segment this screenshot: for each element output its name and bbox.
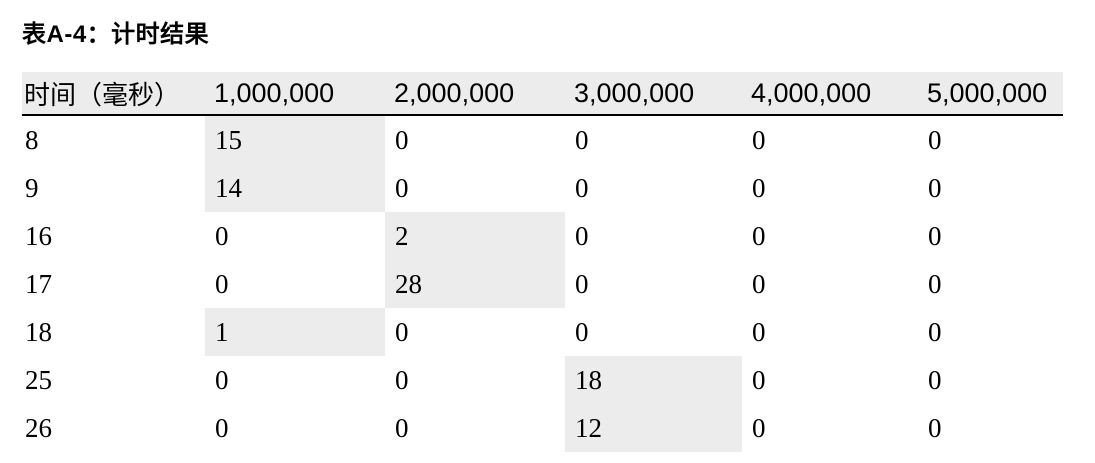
- value-cell: 0: [215, 364, 229, 395]
- value-cell: 0: [575, 220, 589, 251]
- value-cell: 0: [928, 412, 942, 443]
- table-row: 25 0 0 18 0 0: [22, 356, 1063, 404]
- value-cell: 0: [395, 124, 409, 155]
- header-row: 时间（毫秒） 1,000,000 2,000,000 3,000,000 4,0…: [22, 72, 1063, 116]
- table-row: 8 15 0 0 0 0: [22, 115, 1063, 164]
- value-cell: 0: [752, 220, 766, 251]
- value-cell: 0: [928, 220, 942, 251]
- table-row: 16 0 2 0 0 0: [22, 212, 1063, 260]
- value-cell: 0: [752, 124, 766, 155]
- column-header-3000000: 3,000,000: [565, 72, 742, 116]
- value-cell: 18: [565, 356, 742, 404]
- table-row: 26 0 0 12 0 0: [22, 404, 1063, 452]
- value-cell: 14: [205, 164, 385, 212]
- value-cell: 0: [928, 124, 942, 155]
- table-row: 17 0 28 0 0 0: [22, 260, 1063, 308]
- row-time-cell: 16: [25, 220, 52, 251]
- table-caption: 表A-4：计时结果: [22, 21, 210, 48]
- row-time-cell: 18: [25, 316, 52, 347]
- value-cell: 0: [575, 316, 589, 347]
- value-cell: 12: [565, 404, 742, 452]
- table-row: 9 14 0 0 0 0: [22, 164, 1063, 212]
- value-cell: 0: [215, 220, 229, 251]
- column-header-2000000: 2,000,000: [385, 72, 565, 116]
- value-cell: 0: [752, 412, 766, 443]
- table-body: 8 15 0 0 0 0 9 14 0 0 0 0 16 0 2 0 0 0 17 0 28 0 0 0 18 1 0 0 0 0 25 0 0…: [22, 115, 1063, 452]
- row-time-cell: 8: [25, 124, 39, 155]
- value-cell: 0: [928, 316, 942, 347]
- value-cell: 0: [395, 412, 409, 443]
- value-cell: 0: [215, 268, 229, 299]
- value-cell: 0: [752, 364, 766, 395]
- timing-results-table: 时间（毫秒） 1,000,000 2,000,000 3,000,000 4,0…: [22, 72, 1063, 452]
- value-cell: 0: [928, 268, 942, 299]
- value-cell: 15: [205, 115, 385, 164]
- row-time-cell: 9: [25, 172, 39, 203]
- column-header-5000000: 5,000,000: [918, 72, 1063, 116]
- value-cell: 0: [395, 364, 409, 395]
- row-time-cell: 25: [25, 364, 52, 395]
- table-row: 18 1 0 0 0 0: [22, 308, 1063, 356]
- value-cell: 0: [575, 124, 589, 155]
- value-cell: 0: [752, 172, 766, 203]
- value-cell: 2: [385, 212, 565, 260]
- row-time-cell: 26: [25, 412, 52, 443]
- value-cell: 0: [575, 172, 589, 203]
- value-cell: 1: [205, 308, 385, 356]
- value-cell: 0: [575, 268, 589, 299]
- column-header-1000000: 1,000,000: [205, 72, 385, 116]
- column-header-4000000: 4,000,000: [742, 72, 918, 116]
- row-time-cell: 17: [25, 268, 52, 299]
- value-cell: 28: [385, 260, 565, 308]
- value-cell: 0: [928, 364, 942, 395]
- value-cell: 0: [752, 268, 766, 299]
- value-cell: 0: [752, 316, 766, 347]
- value-cell: 0: [215, 412, 229, 443]
- value-cell: 0: [395, 316, 409, 347]
- value-cell: 0: [395, 172, 409, 203]
- value-cell: 0: [928, 172, 942, 203]
- column-header-time-ms: 时间（毫秒）: [22, 72, 205, 116]
